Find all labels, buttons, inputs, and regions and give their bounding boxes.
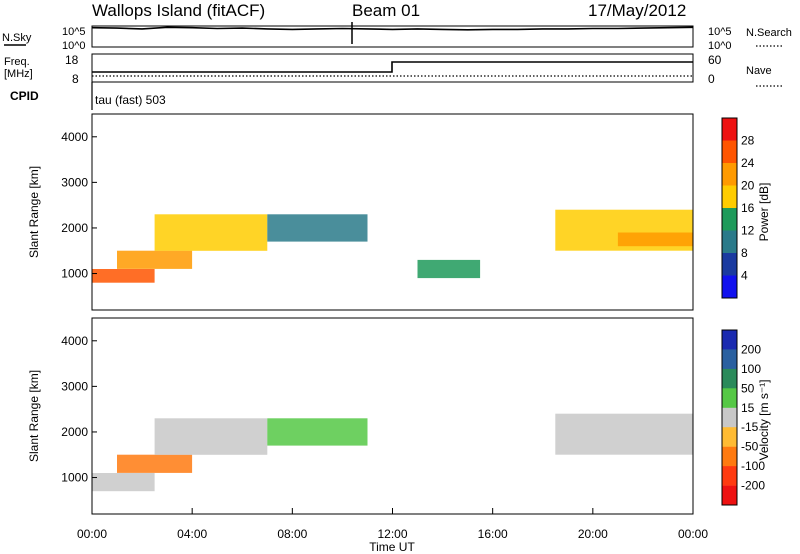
colorbar-tick-label: 28 [741,134,755,148]
colorbar-swatch [722,230,737,254]
colorbar-swatch [722,427,737,447]
time-x-axis: 00:00 04:00 08:00 12:00 16:00 20:00 00:00 [77,508,708,541]
power-echo-band [92,269,155,283]
colorbar-swatch [722,407,737,428]
x-tick-label: 08:00 [277,527,307,541]
vel-echo-band [92,473,155,492]
power-colorbar-label: Power [dB] [757,183,771,242]
colorbar-tick-label: 12 [741,224,755,238]
colorbar-swatch [722,140,737,164]
y-tick-label: 3000 [61,175,88,189]
colorbar-tick-label: 200 [741,342,761,356]
power-echo-band [154,214,268,251]
colorbar-swatch [722,208,737,231]
colorbar-swatch [722,185,737,209]
y-tick-label: 1000 [61,267,88,281]
vel-echo-band [555,413,693,455]
y-tick-label: 2000 [61,221,88,235]
x-tick-label: 00:00 [77,527,107,541]
freq-tick-bottom: 8 [72,72,79,86]
beam-title: Beam 01 [352,1,420,20]
vel-echo-band [267,418,368,446]
colorbar-tick-label: 24 [741,156,755,170]
colorbar-swatch [722,349,737,370]
power-echo-band [417,259,481,279]
freq-label: Freq. [4,56,30,68]
freq-unit: [MHz] [4,68,33,80]
power-colorbar: 28 24 20 16 12 8 4 [721,117,755,299]
freq-tick-top: 18 [65,53,79,67]
x-tick-label: 16:00 [478,527,508,541]
y-tick-label: 4000 [61,334,88,348]
colorbar-swatch [722,163,737,186]
colorbar-swatch [722,485,737,506]
velocity-ylabel: Slant Range [km] [27,370,41,462]
power-heatmap [92,209,693,283]
colorbar-swatch [722,446,737,467]
colorbar-swatch [722,388,737,408]
x-axis-label: Time UT [369,540,415,554]
nave-tick-bottom: 0 [708,72,715,86]
nsearch-tick-top: 10^5 [708,26,732,38]
colorbar-tick-label: 15 [741,401,755,415]
x-tick-label: 20:00 [578,527,608,541]
power-echo-band [617,232,693,247]
colorbar-swatch [722,253,737,276]
colorbar-tick-label: 8 [741,246,748,260]
velocity-colorbar: 200 100 50 15 -15 -50 -100 -200 [721,329,765,506]
nave-tick-top: 60 [708,53,722,67]
x-tick-label: 12:00 [377,527,407,541]
velocity-heatmap [92,413,693,492]
colorbar-tick-label: -100 [741,459,765,473]
x-tick-label: 00:00 [678,527,708,541]
date-title: 17/May/2012 [588,1,686,20]
colorbar-tick-label: 20 [741,179,755,193]
colorbar-tick-label: -50 [741,440,759,454]
y-tick-label: 4000 [61,130,88,144]
colorbar-tick-label: 100 [741,362,761,376]
colorbar-swatch [722,118,737,141]
power-echo-band [267,214,368,242]
power-echo-band [117,250,193,269]
power-panel-frame [91,113,694,311]
nsearch-label: N.Search [746,27,792,39]
y-tick-label: 2000 [61,425,88,439]
colorbar-tick-label: 50 [741,381,755,395]
velocity-colorbar-label: Velocity [m s⁻¹] [757,379,771,460]
nsky-tick-top: 10^5 [62,26,86,38]
nsky-tick-bottom: 10^0 [62,40,86,52]
cpid-label: CPID [10,89,39,103]
colorbar-tick-label: 4 [741,269,748,283]
colorbar-tick-label: -200 [741,479,765,493]
power-ylabel: Slant Range [km] [27,166,41,258]
vel-echo-band [117,454,193,473]
colorbar-swatch [722,466,737,486]
nsky-strip-frame [91,25,694,48]
colorbar-frame [721,329,738,506]
vel-echo-band [154,418,268,455]
freq-series-line [92,61,693,73]
colorbar-tick-label: 16 [741,201,755,215]
colorbar-swatch [722,275,737,299]
colorbar-swatch [722,330,737,350]
nsky-series-line [91,26,694,31]
nave-label: Nave [746,65,772,77]
colorbar-tick-label: -15 [741,420,759,434]
y-tick-label: 1000 [61,471,88,485]
colorbar-swatch [722,368,737,389]
velocity-y-axis: 1000 2000 3000 4000 [61,334,97,485]
nsearch-tick-bottom: 10^0 [708,40,732,52]
station-title: Wallops Island (fitACF) [92,1,265,20]
power-y-axis: 1000 2000 3000 4000 [61,130,97,281]
nsky-label: N.Sky [2,32,32,44]
cpid-value: tau (fast) 503 [95,93,166,107]
y-tick-label: 3000 [61,379,88,393]
freq-strip-frame [91,53,694,83]
colorbar-frame [721,117,738,299]
x-tick-label: 04:00 [177,527,207,541]
